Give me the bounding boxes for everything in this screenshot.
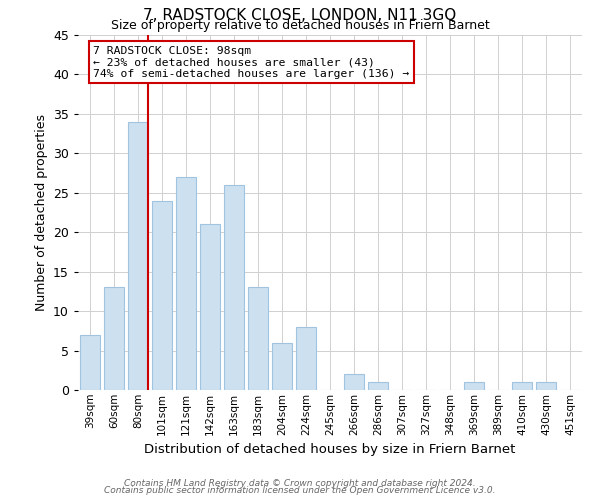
Bar [368,382,388,390]
Text: 7, RADSTOCK CLOSE, LONDON, N11 3GQ: 7, RADSTOCK CLOSE, LONDON, N11 3GQ [143,8,457,23]
Bar [104,288,124,390]
Bar [176,177,196,390]
Bar [248,288,268,390]
Bar [512,382,532,390]
Y-axis label: Number of detached properties: Number of detached properties [35,114,47,311]
Bar [464,382,484,390]
X-axis label: Distribution of detached houses by size in Friern Barnet: Distribution of detached houses by size … [145,443,515,456]
Bar [128,122,148,390]
Bar [224,185,244,390]
Text: 7 RADSTOCK CLOSE: 98sqm
← 23% of detached houses are smaller (43)
74% of semi-de: 7 RADSTOCK CLOSE: 98sqm ← 23% of detache… [93,46,409,79]
Text: Size of property relative to detached houses in Friern Barnet: Size of property relative to detached ho… [110,19,490,32]
Bar [272,342,292,390]
Bar [152,200,172,390]
Text: Contains HM Land Registry data © Crown copyright and database right 2024.: Contains HM Land Registry data © Crown c… [124,478,476,488]
Bar [200,224,220,390]
Bar [296,327,316,390]
Bar [80,335,100,390]
Text: Contains public sector information licensed under the Open Government Licence v3: Contains public sector information licen… [104,486,496,495]
Bar [536,382,556,390]
Bar [344,374,364,390]
